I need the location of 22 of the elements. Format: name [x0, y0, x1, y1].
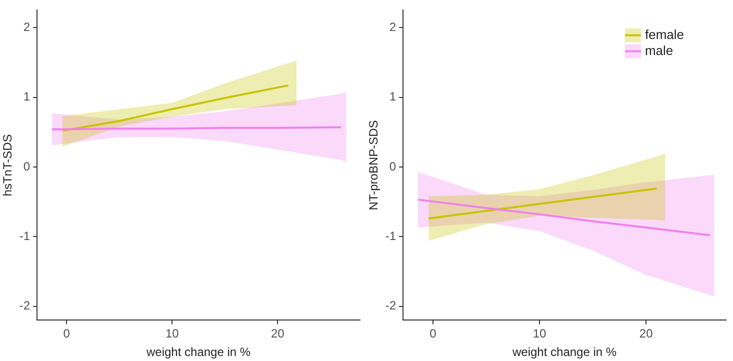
x-tick-label: 20 — [271, 326, 285, 341]
y-tick-label: 1 — [389, 90, 396, 104]
y-tick-label: 1 — [23, 90, 30, 104]
y-tick-label: -2 — [19, 298, 30, 313]
x-axis-title: weight change in % — [145, 345, 251, 360]
x-tick-label: 0 — [63, 326, 70, 341]
y-tick-label: -1 — [19, 228, 30, 243]
y-tick-label: 2 — [23, 20, 30, 34]
x-tick-label: 10 — [532, 326, 546, 341]
y-tick-label: -1 — [385, 228, 396, 243]
y-tick-label: -2 — [385, 298, 396, 313]
y-tick-label: 2 — [389, 20, 396, 34]
x-tick-label: 10 — [165, 326, 180, 341]
x-axis-title: weight change in % — [511, 345, 617, 360]
y-tick-label: 0 — [23, 159, 30, 174]
x-tick-label: 0 — [430, 326, 437, 341]
y-axis-title: hsTnT-SDS — [0, 134, 15, 196]
legend-label: female — [644, 26, 684, 42]
y-tick-label: 0 — [389, 159, 396, 174]
x-tick-label: 20 — [639, 326, 654, 341]
y-axis-title: NT-proBNP-SDS — [366, 120, 381, 210]
legend-label: male — [644, 42, 674, 58]
